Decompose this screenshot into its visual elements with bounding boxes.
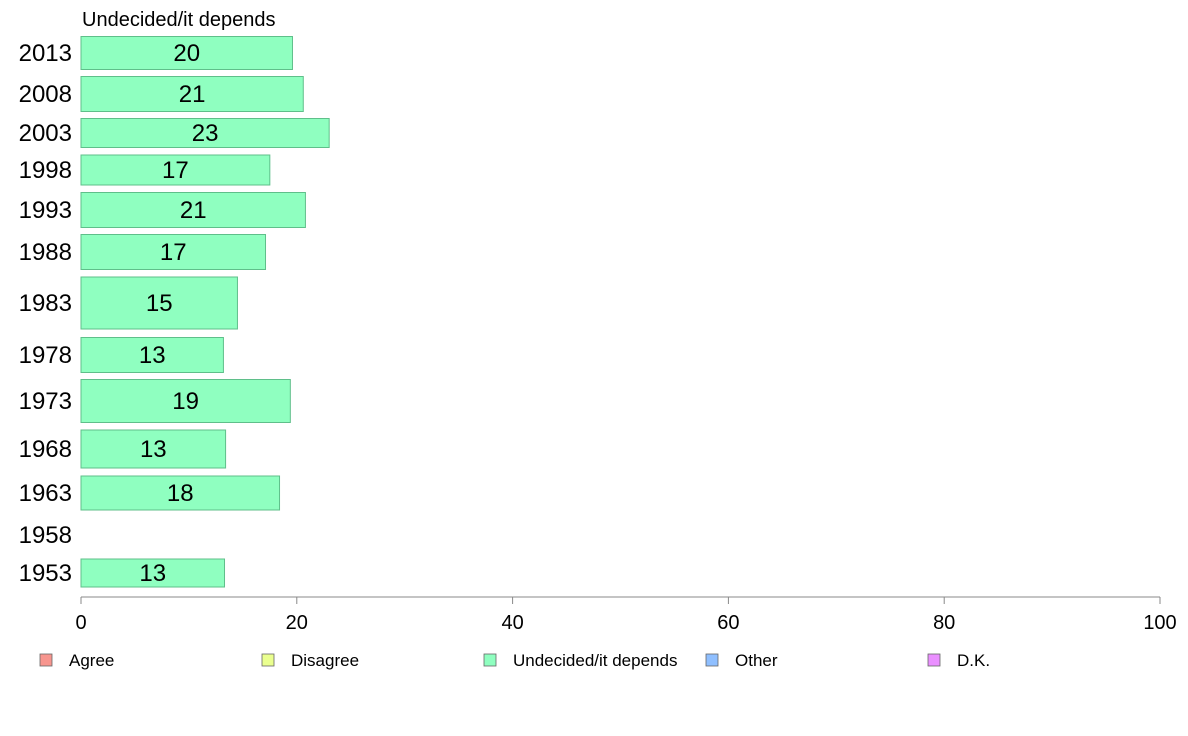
y-tick-label: 1983 — [19, 290, 72, 317]
bar-value-label: 21 — [180, 197, 207, 224]
y-tick-label: 1978 — [19, 342, 72, 369]
legend-label: Disagree — [291, 651, 359, 670]
legend-swatch — [483, 653, 497, 667]
bar — [80, 192, 306, 228]
x-tick-label: 20 — [286, 612, 308, 634]
y-tick-label: 2008 — [19, 81, 72, 108]
bar-value-label: 17 — [162, 157, 189, 184]
bar — [80, 429, 227, 469]
legend-label: Undecided/it depends — [513, 651, 677, 670]
bar-value-label: 19 — [172, 388, 199, 415]
x-tick-label: 100 — [1143, 612, 1176, 634]
bar — [80, 276, 238, 330]
y-tick-label: 1988 — [19, 239, 72, 266]
bar-value-label: 13 — [140, 436, 167, 463]
legend-item: Disagree — [261, 651, 359, 670]
y-tick-label: 1958 — [19, 522, 72, 549]
bar — [80, 475, 281, 511]
bar — [80, 36, 293, 70]
bar-value-label: 20 — [173, 40, 200, 67]
bar — [80, 234, 267, 270]
bar — [80, 379, 291, 423]
legend-item: Agree — [39, 651, 114, 670]
bar-value-label: 13 — [139, 560, 166, 587]
legend-label: Other — [735, 651, 778, 670]
bar-value-label: 13 — [139, 342, 166, 369]
y-tick-label: 2003 — [19, 120, 72, 147]
y-tick-label: 1968 — [19, 436, 72, 463]
bar-value-label: 23 — [192, 120, 219, 147]
legend-item: Undecided/it depends — [483, 651, 677, 670]
bar-value-label: 21 — [179, 81, 206, 108]
legend-swatch — [705, 653, 719, 667]
y-tick-label: 1953 — [19, 560, 72, 587]
y-tick-label: 2013 — [19, 40, 72, 67]
x-axis: 0 20 40 60 80 100 — [75, 596, 1177, 634]
legend-swatch — [39, 653, 53, 667]
bar — [80, 118, 330, 148]
y-tick-label: 1998 — [19, 157, 72, 184]
legend-label: D.K. — [957, 651, 990, 670]
x-tick-label: 0 — [75, 612, 86, 634]
x-tick-label: 60 — [717, 612, 739, 634]
legend-label: Agree — [69, 651, 114, 670]
bar — [80, 76, 304, 112]
bar-value-label: 18 — [167, 480, 194, 507]
bar-value-label: 17 — [160, 239, 187, 266]
bar — [80, 154, 271, 186]
legend-swatch — [927, 653, 941, 667]
x-tick-label: 40 — [501, 612, 523, 634]
y-tick-label: 1993 — [19, 197, 72, 224]
legend-item: D.K. — [927, 651, 990, 670]
bars-group: 2013 20 2008 21 2003 23 1998 17 1993 21 1988 17 1983… — [19, 36, 330, 588]
y-tick-label: 1973 — [19, 388, 72, 415]
bar — [80, 337, 224, 373]
legend: Agree Disagree Undecided/it depends Other D.… — [39, 651, 990, 670]
y-tick-label: 1963 — [19, 480, 72, 507]
legend-item: Other — [705, 651, 778, 670]
bar — [80, 558, 226, 588]
x-tick-label: 80 — [933, 612, 955, 634]
bar-value-label: 15 — [146, 290, 173, 317]
chart-title: Undecided/it depends — [82, 9, 275, 31]
legend-swatch — [261, 653, 275, 667]
